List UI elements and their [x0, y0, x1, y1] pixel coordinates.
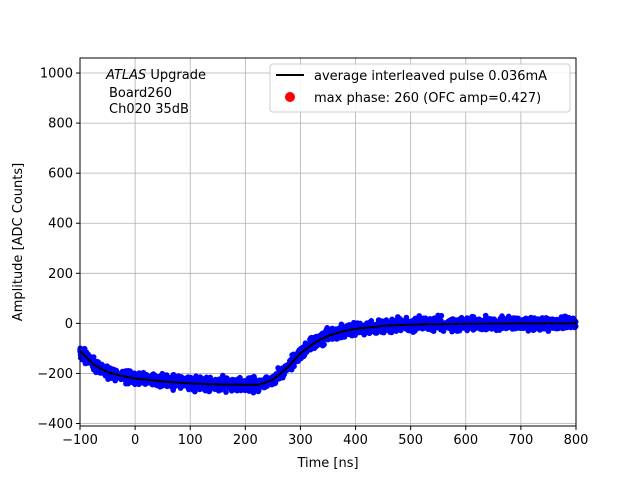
scatter-point — [163, 372, 170, 378]
legend-label-average: average interleaved pulse 0.036mA — [314, 69, 547, 84]
y-tick-label: 800 — [48, 117, 73, 132]
scatter-point — [398, 327, 404, 334]
scatter-point — [128, 369, 134, 376]
scatter-point — [499, 324, 506, 331]
scatter-point — [449, 324, 456, 331]
scatter-point — [562, 313, 569, 320]
annotation-italic: ATLAS — [105, 68, 146, 83]
scatter-point — [188, 375, 194, 381]
y-tick-label: 400 — [48, 217, 73, 232]
x-tick-label: 500 — [398, 433, 423, 448]
scatter-point — [436, 317, 443, 324]
x-tick-label: 300 — [288, 433, 313, 448]
axis-ticks: −100 0 100 200 300 400 500 600 700 800 −400 −200 0 20… — [37, 67, 588, 448]
scatter-point — [223, 375, 230, 381]
average-pulse-line — [79, 322, 576, 386]
scatter-point — [396, 319, 403, 326]
scatter-point — [255, 388, 261, 395]
scatter-point — [505, 313, 512, 320]
scatter-point — [346, 331, 352, 338]
scatter-point — [439, 326, 445, 332]
x-tick-label: 200 — [233, 433, 258, 448]
scatter-point — [135, 372, 141, 378]
y-axis-label: Amplitude [ADC Counts] — [11, 163, 26, 321]
scatter-point — [471, 317, 477, 323]
scatter-point — [458, 314, 465, 321]
y-tick-label: 1000 — [40, 67, 73, 82]
scatter-point — [175, 375, 182, 381]
legend-label-max-phase: max phase: 260 (OFC amp=0.427) — [314, 91, 541, 106]
scatter-point — [558, 314, 565, 321]
x-tick-label: −100 — [62, 433, 98, 448]
scatter-point — [550, 323, 557, 330]
scatter-point — [372, 330, 379, 336]
scatter-point — [417, 315, 424, 322]
x-tick-label: 600 — [453, 433, 478, 448]
x-tick-label: 800 — [564, 433, 589, 448]
scatter-point — [223, 389, 229, 395]
x-tick-label: 400 — [343, 433, 368, 448]
scatter-point — [169, 376, 176, 383]
scatter-point — [338, 334, 345, 341]
y-tick-label: −400 — [37, 417, 73, 432]
scatter-point — [213, 378, 220, 384]
scatter-point — [351, 319, 357, 326]
scatter-point — [487, 318, 494, 324]
scatter-point — [388, 329, 395, 336]
scatter-point — [120, 368, 126, 375]
scatter-point — [164, 383, 170, 390]
scatter-point — [77, 355, 84, 361]
y-tick-label: −200 — [37, 367, 73, 382]
scatter-point — [435, 312, 441, 319]
y-tick-label: 200 — [48, 267, 73, 282]
scatter-point — [336, 326, 343, 333]
scatter-point — [567, 317, 573, 323]
x-tick-label: 700 — [508, 433, 533, 448]
scatter-point — [482, 323, 489, 330]
annotation-rest: Upgrade — [146, 68, 206, 83]
scatter-point — [246, 385, 252, 392]
annotation-line-1: ATLAS Upgrade — [105, 68, 206, 83]
scatter-point — [455, 326, 461, 333]
scatter-point — [395, 314, 401, 320]
legend-box — [269, 63, 571, 113]
legend: average interleaved pulse 0.036mA max ph… — [269, 63, 571, 113]
scatter-point — [482, 312, 489, 319]
y-tick-label: 0 — [65, 317, 73, 332]
scatter-point — [322, 329, 329, 336]
scatter-point — [308, 335, 314, 341]
scatter-point — [329, 336, 336, 342]
x-tick-label: 100 — [178, 433, 203, 448]
scatter-point — [221, 384, 227, 391]
scatter-point — [560, 324, 566, 330]
scatter-point — [355, 322, 361, 328]
scatter-point — [412, 328, 418, 334]
annotation-line-2: Board260 — [109, 86, 172, 101]
x-tick-label: 0 — [131, 433, 139, 448]
scatter-point — [251, 386, 257, 393]
scatter-point — [317, 332, 323, 339]
scatter-point — [245, 375, 252, 381]
average-line-layer — [79, 322, 576, 386]
scatter-point — [334, 336, 340, 342]
scatter-point — [393, 328, 399, 335]
scatter-point — [536, 327, 543, 333]
legend-marker-swatch — [285, 92, 295, 102]
plot-frame — [79, 57, 577, 427]
scatter-point — [170, 371, 177, 378]
annotation-line-3: Ch020 35dB — [109, 102, 189, 117]
scatter-point — [140, 380, 147, 386]
x-axis-label: Time [ns] — [296, 456, 358, 471]
scatter-point — [125, 380, 131, 387]
y-tick-label: 600 — [48, 167, 73, 182]
scatter-point — [251, 379, 258, 385]
scatter-point — [464, 327, 470, 334]
scatter-point — [346, 322, 352, 328]
